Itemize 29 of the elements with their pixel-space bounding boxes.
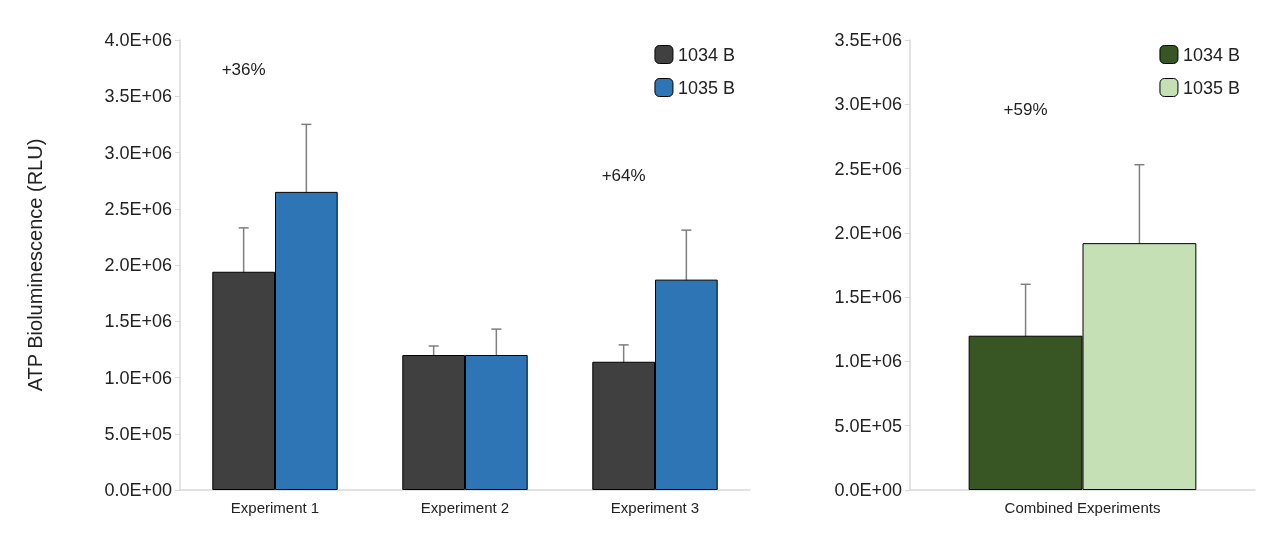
legend-label: 1034 B (1182, 44, 1241, 65)
x-tick-label: Experiment 1 (230, 499, 320, 516)
y-tick-label: 2.5E+06 (104, 198, 172, 219)
x-tick-label: Experiment 3 (610, 499, 700, 516)
y-tick-label: 3.0E+06 (104, 142, 172, 163)
y-tick-label: 4.0E+06 (104, 30, 172, 50)
y-tick-label: 2.0E+06 (104, 255, 172, 275)
y-tick-label: 3.5E+06 (834, 30, 902, 50)
y-tick-label: 0.0E+00 (834, 480, 902, 500)
y-tick-label: 0.0E+00 (104, 480, 172, 500)
legend-label: 1035 B (1182, 77, 1241, 98)
y-tick-label: 3.5E+06 (104, 86, 172, 107)
y-tick-label: 5.0E+05 (104, 423, 172, 444)
y-tick-label: 1.5E+06 (834, 287, 902, 308)
annotation: +64% (601, 165, 646, 185)
y-axis-title: ATP Bioluminescence (RLU) (24, 138, 46, 392)
legend-label: 1034 B (677, 44, 736, 65)
y-tick-label: 2.0E+06 (834, 222, 902, 243)
y-tick-label: 1.0E+06 (834, 351, 902, 372)
y-tick-label: 3.0E+06 (834, 94, 902, 115)
annotation: +36% (221, 59, 266, 79)
annotation: +59% (1003, 100, 1048, 120)
legend-label: 1035 B (677, 77, 736, 98)
y-tick-label: 1.5E+06 (104, 311, 172, 332)
x-tick-label: Experiment 2 (420, 499, 510, 516)
y-tick-label: 5.0E+05 (834, 415, 902, 436)
y-tick-label: 2.5E+06 (834, 158, 902, 179)
y-tick-label: 1.0E+06 (104, 367, 172, 388)
x-tick-label: Combined Experiments (1004, 499, 1161, 516)
